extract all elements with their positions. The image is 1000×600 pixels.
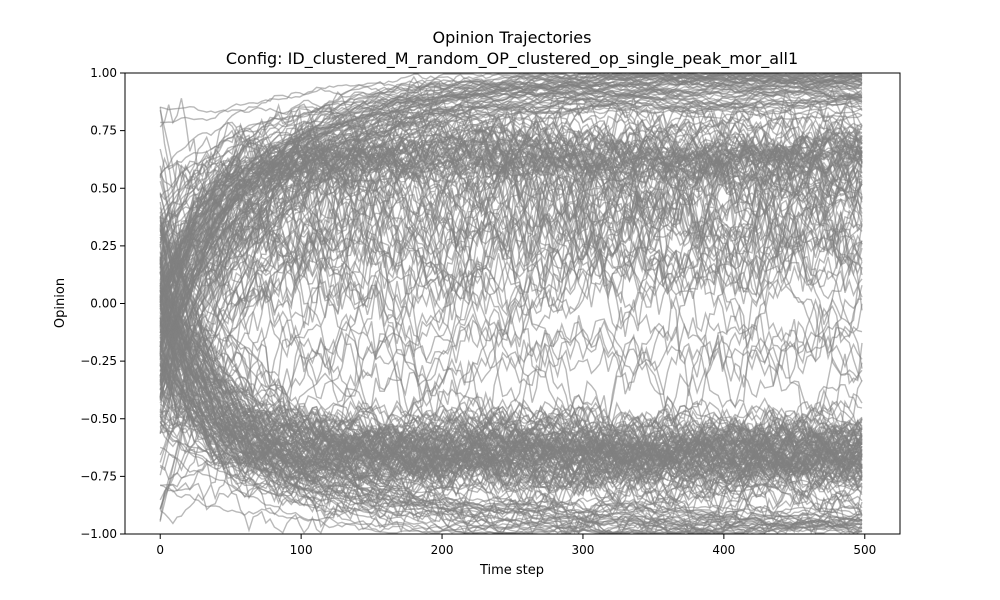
trajectory-line bbox=[159, 138, 863, 510]
trajectory-line bbox=[159, 104, 863, 303]
trajectory-line bbox=[159, 120, 863, 417]
trajectory-line bbox=[159, 126, 863, 385]
y-tick-label: 1.00 bbox=[90, 66, 117, 80]
chart-subtitle: Config: ID_clustered_M_random_OP_cluster… bbox=[226, 49, 798, 69]
trajectory-line bbox=[159, 73, 863, 316]
trajectory-line bbox=[159, 75, 863, 372]
trajectory-line bbox=[159, 271, 863, 434]
y-tick-label: 0.50 bbox=[90, 181, 117, 195]
trajectory-line bbox=[159, 125, 863, 354]
trajectory-line bbox=[159, 189, 863, 344]
y-axis-label: Opinion bbox=[53, 278, 68, 328]
trajectory-line bbox=[159, 118, 863, 331]
x-tick-label: 100 bbox=[290, 543, 313, 557]
y-tick-label: −0.75 bbox=[80, 469, 117, 483]
trajectory-line bbox=[159, 229, 863, 483]
trajectory-line bbox=[159, 184, 863, 407]
x-tick-label: 500 bbox=[853, 543, 876, 557]
y-tick-label: −0.25 bbox=[80, 354, 117, 368]
trajectory-line bbox=[159, 268, 863, 488]
trajectory-lines bbox=[159, 73, 863, 536]
y-tick-label: −0.50 bbox=[80, 412, 117, 426]
trajectory-line bbox=[159, 169, 863, 352]
trajectory-line bbox=[159, 244, 863, 535]
y-axis-ticks: −1.00 −0.75 −0.50 −0.25 0.00 0.25 0.50 0.75 1.00 bbox=[80, 66, 125, 541]
trajectory-line bbox=[159, 286, 863, 464]
x-tick-label: 300 bbox=[572, 543, 595, 557]
x-tick-label: 400 bbox=[712, 543, 735, 557]
trajectory-line bbox=[159, 92, 863, 233]
trajectory-line bbox=[159, 121, 863, 337]
trajectory-line bbox=[159, 77, 863, 348]
x-tick-label: 0 bbox=[156, 543, 164, 557]
trajectory-line bbox=[159, 74, 863, 399]
trajectory-line bbox=[159, 239, 863, 427]
trajectory-line bbox=[159, 80, 863, 287]
trajectory-line bbox=[159, 272, 863, 499]
y-tick-label: −1.00 bbox=[80, 527, 117, 541]
trajectory-line bbox=[159, 415, 863, 505]
x-axis-label: Time step bbox=[479, 563, 544, 578]
trajectory-line bbox=[159, 73, 863, 327]
trajectory-line bbox=[159, 446, 863, 534]
x-tick-label: 200 bbox=[431, 543, 454, 557]
chart-title: Opinion Trajectories bbox=[433, 28, 592, 47]
y-tick-label: 0.75 bbox=[90, 124, 117, 138]
trajectory-line bbox=[159, 73, 863, 176]
trajectory-line bbox=[159, 90, 863, 463]
trajectory-line bbox=[159, 418, 863, 497]
trajectory-line bbox=[159, 106, 863, 282]
trajectory-line bbox=[159, 225, 863, 534]
trajectory-line bbox=[159, 122, 863, 281]
trajectory-line bbox=[159, 105, 863, 201]
trajectory-line bbox=[159, 187, 863, 348]
trajectory-line bbox=[159, 340, 863, 535]
trajectory-line bbox=[159, 169, 863, 336]
trajectory-line bbox=[159, 115, 863, 398]
trajectory-line bbox=[159, 298, 863, 438]
trajectory-line bbox=[159, 96, 863, 225]
trajectory-line bbox=[159, 81, 863, 284]
y-tick-label: 0.25 bbox=[90, 239, 117, 253]
trajectory-line bbox=[159, 118, 863, 377]
trajectory-line bbox=[159, 102, 863, 239]
y-tick-label: 0.00 bbox=[90, 297, 117, 311]
trajectory-line bbox=[159, 253, 863, 531]
trajectory-line bbox=[159, 336, 863, 502]
trajectory-line bbox=[159, 234, 863, 365]
trajectory-line bbox=[159, 187, 863, 456]
trajectory-line bbox=[159, 295, 863, 498]
x-axis-ticks: 0 100 200 300 400 500 bbox=[156, 534, 876, 557]
